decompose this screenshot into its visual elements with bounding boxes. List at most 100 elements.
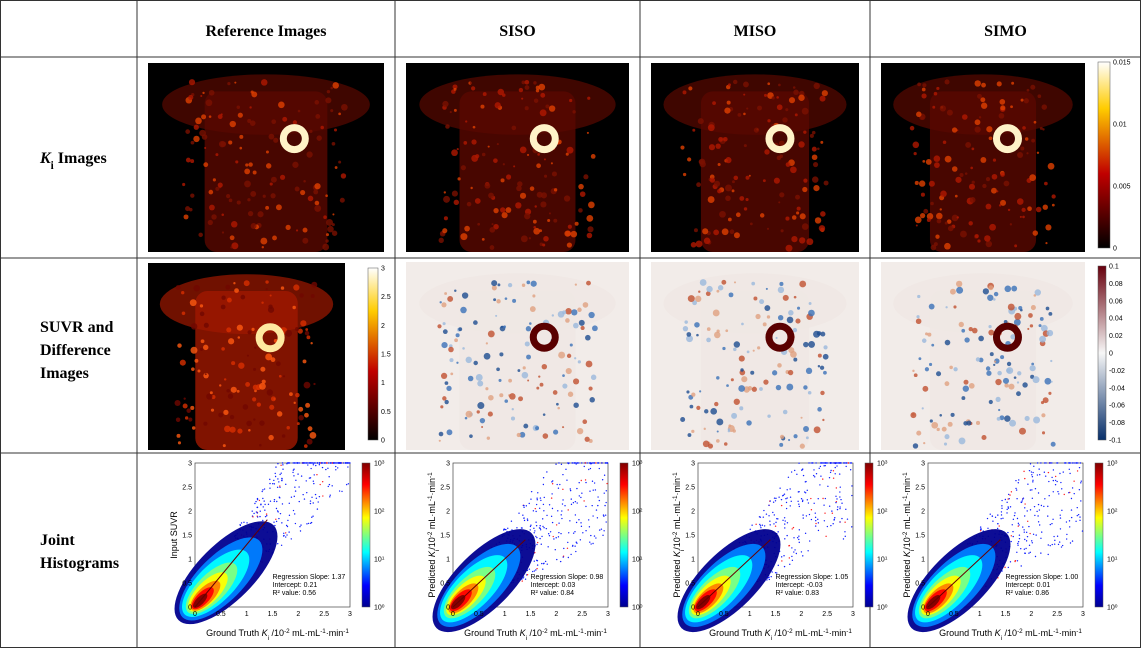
texture-spot bbox=[298, 407, 303, 412]
texture-spot bbox=[1020, 216, 1022, 218]
texture-spot bbox=[936, 371, 941, 376]
text-segment: -1 bbox=[902, 472, 909, 478]
texture-spot bbox=[823, 371, 827, 375]
scatter-dot bbox=[763, 516, 764, 517]
texture-spot bbox=[922, 160, 925, 163]
scatter-dot bbox=[539, 538, 540, 539]
texture-spot bbox=[305, 331, 309, 335]
texture-spot bbox=[983, 288, 989, 294]
texture-spot bbox=[951, 413, 955, 417]
scatter-dot bbox=[607, 462, 608, 463]
texture-spot bbox=[728, 218, 732, 222]
texture-spot bbox=[440, 405, 443, 408]
scatter-dot bbox=[802, 514, 803, 515]
scatter-dot bbox=[561, 514, 562, 515]
texture-spot bbox=[248, 429, 251, 432]
texture-spot bbox=[445, 124, 450, 129]
texture-spot bbox=[708, 124, 715, 131]
texture-spot bbox=[940, 105, 946, 111]
texture-spot bbox=[976, 357, 980, 361]
texture-spot bbox=[574, 357, 576, 359]
scatter-dot bbox=[534, 570, 535, 571]
scatter-dot bbox=[775, 522, 776, 523]
scatter-dot bbox=[326, 462, 327, 463]
texture-spot bbox=[1036, 207, 1042, 213]
texture-spot bbox=[577, 308, 581, 312]
texture-spot bbox=[447, 429, 453, 435]
scatter-dot bbox=[322, 467, 323, 468]
texture-spot bbox=[812, 131, 816, 135]
text-segment: /10 bbox=[527, 628, 542, 638]
scatter-dot bbox=[545, 561, 546, 562]
scatter-dot bbox=[1069, 520, 1070, 521]
scatter-dot bbox=[306, 523, 307, 524]
texture-spot bbox=[250, 191, 256, 197]
scatter-dot bbox=[286, 463, 287, 464]
texture-spot bbox=[493, 158, 498, 163]
scatter-dot bbox=[824, 512, 825, 513]
y-axis-label: Predicted Ki/10-2 mL·mL-1·min-1 bbox=[427, 472, 441, 598]
scatter-dot bbox=[314, 462, 315, 463]
texture-spot bbox=[706, 338, 711, 343]
texture-spot bbox=[686, 390, 689, 393]
scatter-dot bbox=[316, 474, 317, 475]
text-segment: -1 bbox=[427, 472, 434, 478]
scatter-dot bbox=[541, 544, 542, 545]
scatter-dot bbox=[1017, 560, 1018, 561]
texture-spot bbox=[553, 390, 558, 395]
texture-spot bbox=[539, 229, 542, 232]
texture-spot bbox=[271, 119, 276, 124]
texture-spot bbox=[578, 184, 584, 190]
texture-spot bbox=[568, 392, 573, 397]
scatter-dot bbox=[1001, 514, 1002, 515]
scatter-dot bbox=[294, 496, 295, 497]
scatter-dot bbox=[325, 469, 326, 470]
scatter-dot bbox=[537, 542, 538, 543]
scatter-dot bbox=[349, 462, 350, 463]
scatter-dot bbox=[1002, 518, 1003, 519]
texture-spot bbox=[201, 339, 205, 343]
texture-spot bbox=[442, 228, 447, 233]
scatter-dot bbox=[1069, 526, 1070, 527]
texture-spot bbox=[295, 327, 299, 331]
scatter-dot bbox=[547, 563, 548, 564]
texture-spot bbox=[573, 378, 579, 384]
texture-spot bbox=[460, 307, 467, 314]
scatter-dot bbox=[834, 519, 835, 520]
texture-spot bbox=[536, 387, 539, 390]
texture-spot bbox=[585, 437, 590, 442]
texture-spot bbox=[315, 100, 320, 105]
scatter-dot bbox=[1047, 515, 1048, 516]
texture-spot bbox=[1011, 286, 1017, 292]
scatter-dot bbox=[1032, 542, 1033, 543]
texture-spot bbox=[314, 183, 320, 189]
texture-spot bbox=[303, 228, 308, 233]
texture-spot bbox=[948, 226, 954, 232]
texture-spot bbox=[1042, 431, 1045, 434]
scatter-dot bbox=[1071, 517, 1072, 518]
text-segment: 3 bbox=[382, 459, 385, 465]
scatter-dot bbox=[551, 516, 552, 517]
texture-spot bbox=[251, 328, 254, 331]
texture-spot bbox=[456, 333, 460, 337]
scatter-dot bbox=[526, 505, 527, 506]
texture-spot bbox=[1042, 104, 1047, 109]
scatter-dot bbox=[1007, 532, 1008, 533]
colorbar-tick-label: 102 bbox=[632, 507, 643, 516]
scatter-dot bbox=[1044, 472, 1045, 473]
texture-spot bbox=[1010, 105, 1013, 108]
texture-spot bbox=[916, 225, 918, 227]
text-segment: -1 bbox=[343, 628, 349, 635]
texture-spot bbox=[739, 196, 744, 201]
scatter-dot bbox=[316, 498, 317, 499]
texture-spot bbox=[231, 387, 237, 393]
y-tick-label: 2.5 bbox=[685, 485, 695, 492]
texture-spot bbox=[713, 310, 720, 317]
texture-spot bbox=[920, 213, 925, 218]
scatter-dot bbox=[264, 488, 265, 489]
texture-spot bbox=[244, 169, 250, 175]
texture-spot bbox=[575, 283, 577, 285]
texture-spot bbox=[916, 318, 922, 324]
scatter-dot bbox=[292, 472, 293, 473]
scatter-dot bbox=[818, 522, 819, 523]
